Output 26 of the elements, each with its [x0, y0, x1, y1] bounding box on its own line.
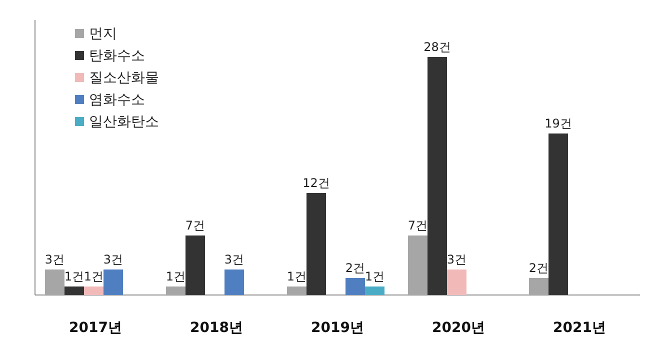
data-label: 1건: [84, 270, 104, 284]
x-tick-label: 2019년: [311, 320, 364, 336]
legend-label: 질소산화물: [89, 70, 159, 86]
data-label: 3건: [44, 252, 65, 266]
legend-label: 먼지: [89, 26, 117, 42]
data-label: 3건: [103, 252, 124, 266]
data-label: 2건: [345, 261, 366, 275]
data-label: 1건: [166, 270, 186, 284]
x-tick-label: 2018년: [190, 320, 243, 336]
data-label: 7건: [185, 218, 206, 232]
data-label: 1건: [364, 270, 385, 284]
data-label: 28건: [424, 40, 451, 54]
data-label: 3건: [224, 252, 244, 266]
x-tick-label: 2020년: [432, 320, 485, 336]
data-label: 19건: [544, 116, 572, 130]
legend-label: 탄화수소: [89, 48, 145, 64]
data-label: 7건: [408, 218, 428, 232]
legend-label: 염화수소: [89, 92, 145, 108]
data-label: 1건: [64, 270, 84, 284]
x-tick-label: 2021년: [553, 320, 606, 336]
data-label: 3건: [446, 252, 467, 266]
data-label: 2건: [528, 261, 549, 275]
x-tick-label: 2017년: [69, 320, 122, 336]
legend-label: 일산화탄소: [89, 114, 159, 130]
data-label: 1건: [286, 270, 307, 284]
data-label: 12건: [302, 176, 330, 190]
